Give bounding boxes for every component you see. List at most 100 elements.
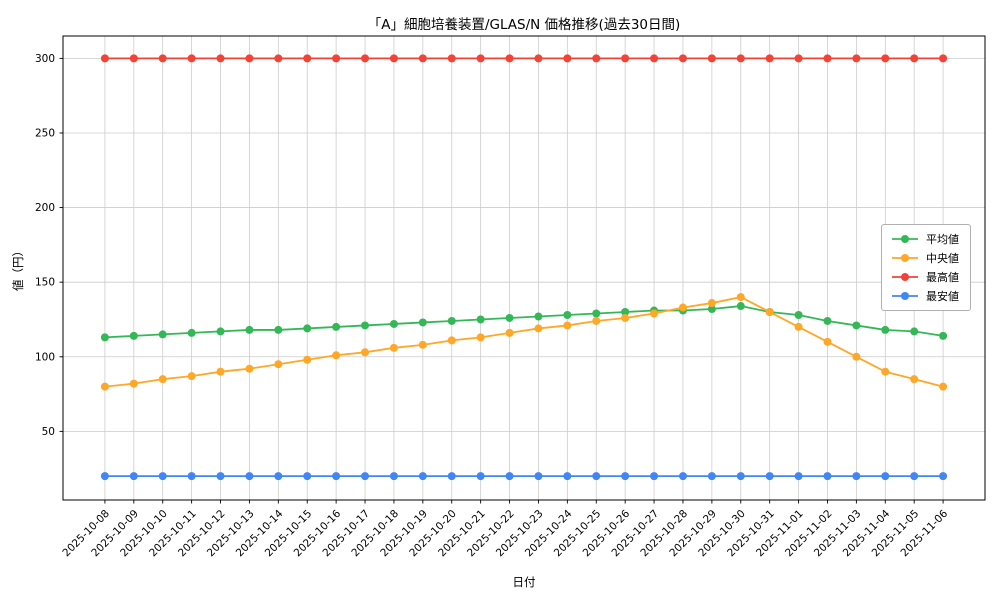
- y-tick-labels: 50 100 150 200 250 300: [35, 53, 55, 438]
- series-中央値: [100, 293, 948, 391]
- data-point: [707, 299, 716, 308]
- data-point: [361, 348, 370, 357]
- data-point: [361, 321, 370, 330]
- data-point: [707, 305, 716, 314]
- data-point: [852, 54, 861, 63]
- data-point: [418, 340, 427, 349]
- data-point: [332, 54, 341, 63]
- data-point: [707, 472, 716, 481]
- data-point: [881, 54, 890, 63]
- data-point: [707, 54, 716, 63]
- data-point: [563, 472, 572, 481]
- data-point: [332, 351, 341, 360]
- data-point: [216, 472, 225, 481]
- data-point: [765, 54, 774, 63]
- data-point: [100, 54, 109, 63]
- data-point: [736, 302, 745, 311]
- data-point: [505, 472, 514, 481]
- data-point: [823, 316, 832, 325]
- data-point: [447, 316, 456, 325]
- data-point: [245, 364, 254, 373]
- data-point: [447, 336, 456, 345]
- series-最高値: [100, 54, 948, 63]
- series-最安値: [100, 472, 948, 481]
- data-point: [939, 382, 948, 391]
- x-tick-labels: 2025-10-082025-10-092025-10-102025-10-11…: [60, 507, 950, 559]
- data-point: [592, 309, 601, 318]
- y-tick-label: 200: [35, 202, 55, 214]
- data-point: [187, 372, 196, 381]
- legend-line-marker-icon: [892, 273, 918, 281]
- data-point: [621, 308, 630, 317]
- data-point: [274, 360, 283, 369]
- data-point: [794, 322, 803, 331]
- data-point: [216, 327, 225, 336]
- data-point: [158, 54, 167, 63]
- data-point: [187, 328, 196, 337]
- data-point: [621, 313, 630, 322]
- data-point: [187, 54, 196, 63]
- data-point: [736, 54, 745, 63]
- data-point: [158, 375, 167, 384]
- data-point: [881, 472, 890, 481]
- legend-line-marker-icon: [892, 254, 918, 262]
- data-point: [505, 54, 514, 63]
- data-point: [534, 54, 543, 63]
- data-point: [418, 318, 427, 327]
- data-point: [274, 325, 283, 334]
- data-point: [852, 352, 861, 361]
- data-point: [765, 308, 774, 317]
- plot-border: [62, 35, 986, 501]
- axis-ticks: [59, 57, 944, 504]
- data-point: [245, 54, 254, 63]
- legend-label: 最安値: [926, 289, 959, 303]
- data-point: [592, 54, 601, 63]
- data-point: [100, 333, 109, 342]
- data-point: [100, 472, 109, 481]
- data-point: [129, 379, 138, 388]
- data-point: [129, 331, 138, 340]
- legend-entry-中央値: 中央値: [891, 252, 959, 264]
- data-point: [361, 472, 370, 481]
- x-axis-label: 日付: [512, 575, 536, 589]
- data-point: [621, 54, 630, 63]
- data-point: [447, 472, 456, 481]
- data-point: [852, 321, 861, 330]
- legend: 平均値中央値最高値最安値: [881, 224, 971, 311]
- y-axis-label: 値（円）: [11, 245, 25, 291]
- data-point: [389, 319, 398, 328]
- data-point: [303, 472, 312, 481]
- data-point: [823, 472, 832, 481]
- data-point: [418, 54, 427, 63]
- gridlines: [63, 36, 985, 500]
- data-point: [678, 54, 687, 63]
- legend-label: 最高値: [926, 270, 959, 284]
- data-point: [939, 331, 948, 340]
- data-point: [910, 375, 919, 384]
- data-point: [476, 472, 485, 481]
- legend-entry-平均値: 平均値: [891, 233, 959, 245]
- legend-label: 中央値: [926, 251, 959, 265]
- legend-entry-最高値: 最高値: [891, 271, 959, 283]
- data-point: [678, 472, 687, 481]
- data-point: [650, 309, 659, 318]
- legend-label: 平均値: [926, 232, 959, 246]
- data-point: [476, 54, 485, 63]
- data-point: [389, 54, 398, 63]
- data-point: [274, 54, 283, 63]
- data-point: [736, 293, 745, 302]
- data-point: [736, 472, 745, 481]
- data-point: [303, 324, 312, 333]
- data-point: [505, 328, 514, 337]
- data-point: [534, 472, 543, 481]
- series-line: [104, 305, 944, 339]
- data-point: [158, 330, 167, 339]
- data-point: [332, 322, 341, 331]
- data-point: [534, 324, 543, 333]
- data-point: [765, 472, 774, 481]
- data-point: [216, 54, 225, 63]
- data-point: [823, 54, 832, 63]
- y-tick-label: 100: [35, 351, 55, 363]
- data-point: [303, 355, 312, 364]
